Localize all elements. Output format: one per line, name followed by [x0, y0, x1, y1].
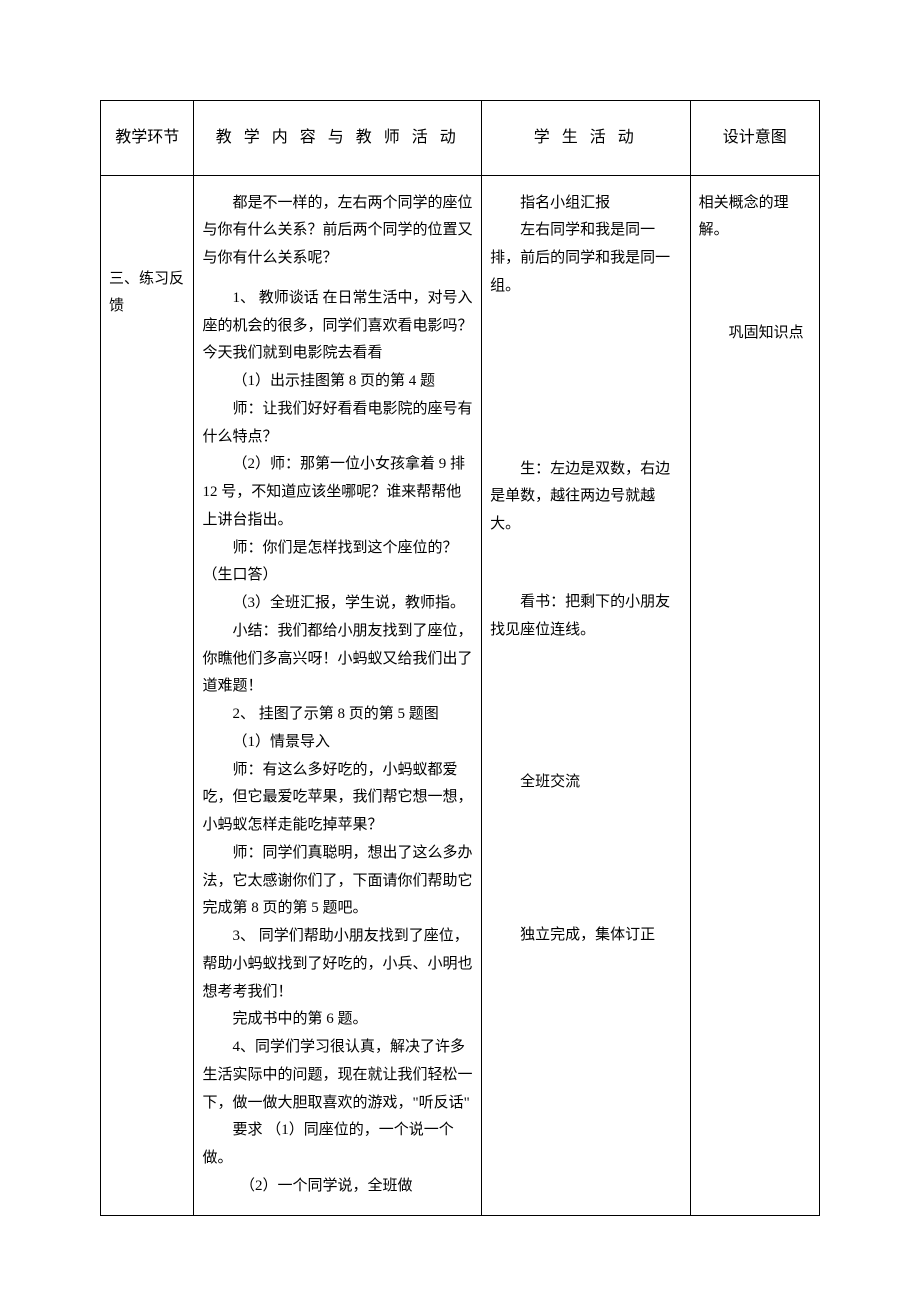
- paragraph: （2）师：那第一位小女孩拿着 9 排12 号，不知道应该坐哪呢？谁来帮帮他上讲台…: [202, 451, 473, 534]
- paragraph: 2、 挂图了示第 8 页的第 5 题图: [202, 701, 473, 729]
- paragraph: 4、同学们学习很认真，解决了许多生活实际中的问题，现在就让我们轻松一下，做一做大…: [202, 1034, 473, 1117]
- paragraph: （1）情景导入: [202, 729, 473, 757]
- paragraph: 全班交流: [490, 769, 682, 797]
- spacer: [490, 797, 682, 922]
- spacer: [490, 644, 682, 769]
- table-header-row: 教学环节 教 学 内 容 与 教 师 活 动 学 生 活 动 设计意图: [101, 101, 820, 176]
- paragraph: 3、 同学们帮助小朋友找到了座位，帮助小蚂蚁找到了好吃的，小兵、小明也想考考我们…: [202, 923, 473, 1006]
- paragraph: 独立完成，集体订正: [490, 922, 682, 950]
- paragraph: 师：有这么多好吃的，小蚂蚁都爱吃，但它最爱吃苹果，我们帮它想一想，小蚂蚁怎样走能…: [202, 757, 473, 840]
- paragraph: 左右同学和我是同一排，前后的同学和我是同一组。: [490, 217, 682, 300]
- header-activity-text: 学 生 活 动: [534, 129, 638, 146]
- header-content: 教 学 内 容 与 教 师 活 动: [194, 101, 482, 176]
- paragraph: 巩固知识点: [699, 320, 811, 348]
- activity-cell: 指名小组汇报 左右同学和我是同一排，前后的同学和我是同一组。 生：左边是双数，右…: [482, 175, 691, 1215]
- paragraph: 要求 （1）同座位的，一个说一个做。: [202, 1117, 473, 1173]
- table-body-row: 三、练习反馈 都是不一样的，左右两个同学的座位与你有什么关系？前后两个同学的位置…: [101, 175, 820, 1215]
- paragraph: 相关概念的理解。: [699, 190, 811, 246]
- spacer: [490, 539, 682, 589]
- intent-cell: 相关概念的理解。 巩固知识点: [690, 175, 819, 1215]
- stage-cell: 三、练习反馈: [101, 175, 194, 1215]
- spacer: [490, 301, 682, 456]
- header-content-text: 教 学 内 容 与 教 师 活 动: [216, 129, 460, 146]
- paragraph: 完成书中的第 6 题。: [202, 1006, 473, 1034]
- paragraph: 师：同学们真聪明，想出了这么多办法，它太感谢你们了，下面请你们帮助它完成第 8 …: [202, 840, 473, 923]
- spacer: [699, 245, 811, 320]
- paragraph: （1）出示挂图第 8 页的第 4 题: [202, 368, 473, 396]
- stage-label: 三、练习反馈: [109, 266, 185, 322]
- lesson-plan-table: 教学环节 教 学 内 容 与 教 师 活 动 学 生 活 动 设计意图 三、练习…: [100, 100, 820, 1216]
- content-cell: 都是不一样的，左右两个同学的座位与你有什么关系？前后两个同学的位置又与你有什么关…: [194, 175, 482, 1215]
- paragraph: 指名小组汇报: [490, 190, 682, 218]
- paragraph: 小结：我们都给小朋友找到了座位，你瞧他们多高兴呀！小蚂蚁又给我们出了道难题！: [202, 618, 473, 701]
- paragraph: 师：你们是怎样找到这个座位的？（生口答）: [202, 535, 473, 591]
- header-activity: 学 生 活 动: [482, 101, 691, 176]
- header-stage: 教学环节: [101, 101, 194, 176]
- paragraph: 看书：把剩下的小朋友找见座位连线。: [490, 589, 682, 645]
- paragraph: 都是不一样的，左右两个同学的座位与你有什么关系？前后两个同学的位置又与你有什么关…: [202, 190, 473, 273]
- header-intent: 设计意图: [690, 101, 819, 176]
- paragraph: 生：左边是双数，右边是单数，越往两边号就越大。: [490, 456, 682, 539]
- paragraph: （3）全班汇报，学生说，教师指。: [202, 590, 473, 618]
- paragraph: 1、 教师谈话 在日常生活中，对号入座的机会的很多，同学们喜欢看电影吗？今天我们…: [202, 285, 473, 368]
- paragraph: 师：让我们好好看看电影院的座号有什么特点？: [202, 396, 473, 452]
- paragraph: （2）一个同学说，全班做: [202, 1173, 473, 1201]
